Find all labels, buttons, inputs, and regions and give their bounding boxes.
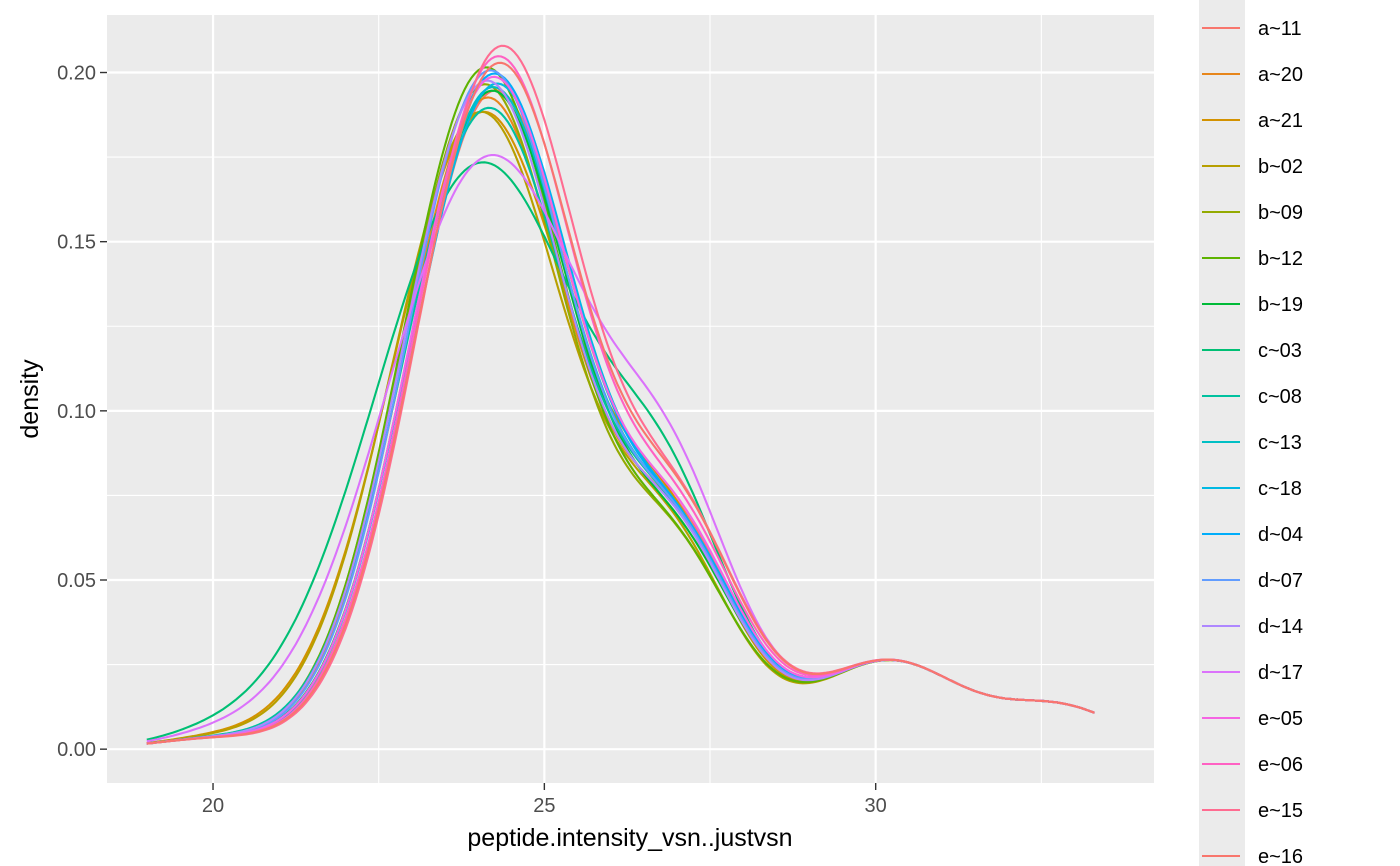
legend: a~11 a~20 a~21 b~02 b~09 b~12 b~19 c~03 c~08 c~13…: [1199, 0, 1303, 866]
legend-label: d~04: [1258, 524, 1303, 546]
x-axis: 20 25 30: [202, 783, 887, 817]
legend-label: b~12: [1258, 248, 1303, 270]
x-axis-title: peptide.intensity_vsn..justvsn: [467, 824, 792, 852]
legend-label: b~02: [1258, 156, 1303, 178]
series-line: [146, 61, 1095, 745]
y-tick-label: 0.15: [57, 232, 96, 254]
legend-label: b~09: [1258, 202, 1303, 224]
legend-label: a~21: [1258, 110, 1303, 132]
legend-label: e~16: [1258, 846, 1303, 866]
legend-label: d~17: [1258, 662, 1303, 684]
legend-label: d~14: [1258, 616, 1303, 638]
legend-label: c~03: [1258, 340, 1302, 362]
x-tick-label: 30: [865, 795, 887, 817]
legend-label: b~19: [1258, 294, 1303, 316]
minor-gridlines: [107, 15, 1154, 783]
legend-label: e~05: [1258, 708, 1303, 730]
x-tick-label: 20: [202, 795, 224, 817]
legend-label: d~07: [1258, 570, 1303, 592]
legend-key-background: [1199, 0, 1245, 866]
legend-label: e~06: [1258, 754, 1303, 776]
legend-label: e~15: [1258, 800, 1303, 822]
legend-label: c~08: [1258, 386, 1302, 408]
y-tick-label: 0.05: [57, 570, 96, 592]
series-lines: [146, 44, 1095, 745]
y-axis-title: density: [16, 359, 44, 439]
y-axis: 0.00 0.05 0.10 0.15 0.20: [57, 63, 107, 761]
legend-label: a~20: [1258, 64, 1303, 86]
x-tick-label: 25: [533, 795, 555, 817]
legend-label: a~11: [1258, 18, 1302, 40]
y-tick-label: 0.10: [57, 401, 96, 423]
y-tick-label: 0.20: [57, 63, 96, 85]
legend-label: c~18: [1258, 478, 1302, 500]
y-tick-label: 0.00: [57, 739, 96, 761]
legend-label: c~13: [1258, 432, 1302, 454]
